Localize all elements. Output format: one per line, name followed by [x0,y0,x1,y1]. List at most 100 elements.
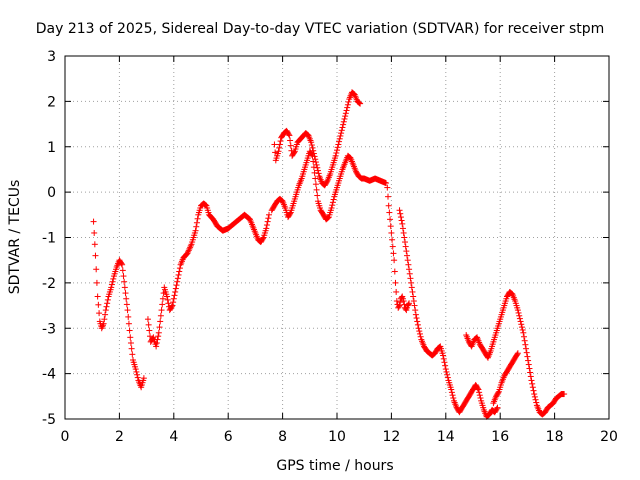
data-point [387,223,394,230]
x-tick-label: 16 [491,429,509,445]
data-point [104,296,111,303]
data-point [335,141,342,148]
data-point [155,333,162,340]
data-point [400,229,407,236]
data-point [340,121,347,128]
data-point [392,279,399,286]
data-point [561,391,568,398]
data-point [108,284,115,291]
data-point [514,351,521,358]
data-point [337,132,344,139]
data-point [153,343,160,350]
data-point [92,252,99,259]
data-point [119,261,126,268]
data-point [170,299,177,306]
data-point [315,170,322,177]
data-point [495,389,502,396]
data-point [529,384,536,391]
data-point [414,318,421,325]
data-point [202,201,209,208]
data-point [169,302,176,309]
data-point [124,307,131,314]
data-point [398,217,405,224]
data-point [474,385,481,392]
data-point [342,113,349,120]
data-point [384,184,391,191]
data-point [158,307,165,314]
y-tick-label: -1 [42,231,56,247]
data-point [336,135,343,142]
data-point [527,373,534,380]
x-tick-label: 8 [278,429,287,445]
data-point [276,144,283,151]
x-tick-label: 6 [224,429,233,445]
data-point [476,392,483,399]
data-point [312,156,319,163]
data-point [402,239,408,246]
data-point [100,320,107,327]
data-point [334,144,341,151]
data-point [518,324,525,331]
data-point [313,186,320,193]
data-point [329,202,336,209]
data-point [265,215,272,222]
x-axis-label: GPS time / hours [276,458,393,474]
data-point [93,266,100,273]
data-point [314,167,321,174]
data-point [396,207,403,214]
data-point [333,149,340,156]
y-tick-labels: -5 -4 -3 -2 -1 0 1 2 3 [42,49,56,428]
y-tick-label: 0 [47,185,56,201]
data-point [173,282,180,289]
data-point [172,288,179,295]
data-point [408,284,415,291]
y-tick-label: -5 [42,412,56,428]
data-point [168,303,175,310]
data-point [311,153,318,160]
data-point [149,335,156,342]
data-point [323,178,330,185]
data-point [414,321,421,328]
data-point [415,325,422,332]
data-point [444,371,451,378]
data-point [533,399,540,406]
data-point [342,110,349,117]
data-point [413,315,420,322]
data-point [401,234,408,241]
data-point [308,139,315,146]
data-point [312,175,319,182]
data-point [400,298,407,305]
data-point [411,302,418,309]
data-point [309,144,316,151]
data-point [409,288,416,295]
data-point [159,295,166,302]
data-point [91,229,98,236]
data-point [193,219,200,226]
data-point [103,303,110,310]
data-point [194,215,201,222]
data-point [399,220,406,227]
data-point [386,209,393,216]
data-point [341,115,348,122]
data-point [129,351,136,358]
data-point [338,127,345,134]
data-point [259,235,266,242]
y-tick-label: -4 [42,367,56,383]
data-point [403,248,410,255]
data-point [287,210,294,217]
data-point [324,215,331,222]
data-point [266,211,272,218]
data-point [338,130,345,137]
data-point [382,180,389,187]
data-point [312,181,319,188]
data-point [312,159,319,166]
data-point [523,349,530,356]
data-point [531,391,538,398]
data-point [120,273,127,280]
data-point [412,307,419,314]
data-point [193,223,200,230]
data-point [332,152,339,159]
data-point [406,266,413,273]
chart-title: Day 213 of 2025, Sidereal Day-to-day VTE… [36,21,605,37]
